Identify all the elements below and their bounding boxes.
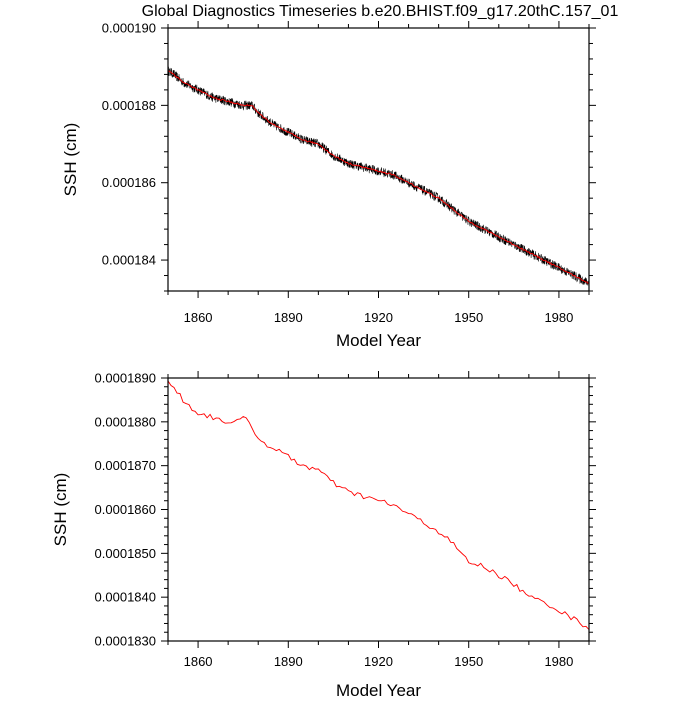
x-tick-label: 1890 — [274, 654, 303, 669]
y-tick-label: 0.0001850 — [95, 546, 156, 561]
series-line-monthly — [168, 66, 589, 286]
x-tick-label: 1950 — [454, 654, 483, 669]
y-tick-label: 0.0001840 — [95, 590, 156, 605]
x-tick-label: 1980 — [544, 654, 573, 669]
y-tick-label: 0.000184 — [102, 253, 156, 268]
y-tick-label: 0.000190 — [102, 21, 156, 36]
x-tick-label: 1890 — [274, 310, 303, 325]
x-tick-label: 1860 — [184, 654, 213, 669]
x-tick-label: 1860 — [184, 310, 213, 325]
series-line-annual — [168, 380, 589, 630]
y-tick-label: 0.0001890 — [95, 371, 156, 386]
x-tick-label: 1950 — [454, 310, 483, 325]
panel-top: 1860 1890 1920 1950 1980 0.000184 0.000186 0.00… — [61, 21, 596, 350]
y-axis-label: SSH (cm) — [51, 473, 70, 547]
y-axis-label: SSH (cm) — [61, 123, 80, 197]
x-axis-label: Model Year — [336, 331, 421, 350]
y-tick-label: 0.0001880 — [95, 414, 156, 429]
series-line-annual — [168, 70, 589, 284]
x-axis-label: Model Year — [336, 681, 421, 700]
y-tick-label: 0.0001870 — [95, 458, 156, 473]
x-tick-label: 1920 — [364, 310, 393, 325]
y-tick-label: 0.000188 — [102, 98, 156, 113]
x-tick-label: 1920 — [364, 654, 393, 669]
y-tick-label: 0.0001860 — [95, 502, 156, 517]
y-tick-label: 0.000186 — [102, 175, 156, 190]
figure-title: Global Diagnostics Timeseries b.e20.BHIS… — [142, 3, 619, 20]
panel-bottom: 1860 1890 1920 1950 1980 0.0001830 0.0001840 0.… — [51, 371, 596, 700]
x-tick-label: 1980 — [544, 310, 573, 325]
plot-frame — [167, 377, 590, 642]
y-tick-label: 0.0001830 — [95, 634, 156, 649]
